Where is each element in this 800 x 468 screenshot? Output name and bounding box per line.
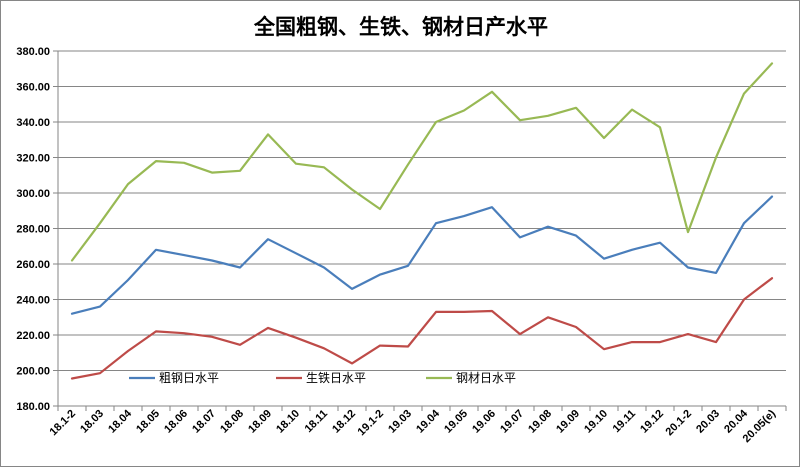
x-tick-label: 19.12 [638, 408, 666, 436]
x-tick-label: 19.04 [414, 407, 443, 436]
y-tick-label: 240.00 [16, 295, 50, 307]
x-tick-label: 19.06 [470, 408, 498, 436]
y-tick-label: 360.00 [16, 82, 50, 94]
y-tick-label: 320.00 [16, 153, 50, 165]
x-tick-label: 20.03 [694, 408, 722, 436]
x-tick-label: 18.08 [218, 408, 246, 436]
x-tick-label: 19.05 [442, 408, 470, 436]
y-tick-label: 200.00 [16, 366, 50, 378]
y-tick-label: 380.00 [16, 46, 50, 58]
x-tick-label: 19.10 [582, 408, 610, 436]
x-tick-label: 19.07 [498, 408, 526, 436]
x-tick-label: 18.09 [246, 408, 274, 436]
x-tick-label: 18.04 [106, 407, 135, 436]
series-line-2 [70, 277, 774, 380]
y-tick-label: 220.00 [16, 330, 50, 342]
x-tick-label: 18.12 [330, 408, 358, 436]
chart-title: 全国粗钢、生铁、钢材日产水平 [253, 15, 548, 39]
y-axis-ticks: 180.00 200.00 220.00 240.00 260.00 280.00 300.… [16, 46, 58, 413]
legend-label: 粗钢日水平 [159, 371, 219, 385]
legend: 粗钢日水平 生铁日水平 钢材日水平 [129, 371, 516, 385]
y-tick-label: 340.00 [16, 117, 50, 129]
x-tick-label: 18.10 [274, 408, 302, 436]
x-tick-label: 18.07 [190, 408, 218, 436]
series-line-3 [70, 62, 774, 262]
grid-lines [58, 50, 786, 371]
x-tick-label: 18.11 [303, 408, 331, 436]
x-tick-label: 18.06 [162, 408, 190, 436]
x-tick-label: 18.05 [134, 408, 162, 436]
x-tick-label: 20.1-2 [664, 408, 695, 439]
x-axis-ticks: 18.1-2 18.03 18.04 18.05 18.06 18.07 18.08 18.0… [48, 406, 787, 445]
y-tick-label: 280.00 [16, 224, 50, 236]
x-tick-label: 18.03 [78, 408, 106, 436]
legend-label: 钢材日水平 [456, 371, 516, 385]
x-tick-label: 19.11 [611, 408, 639, 436]
y-tick-label: 180.00 [16, 401, 50, 413]
x-tick-label: 18.1-2 [48, 408, 79, 439]
legend-label: 生铁日水平 [306, 371, 366, 385]
series-lines [70, 62, 774, 380]
x-tick-label: 19.09 [554, 408, 582, 436]
x-tick-label: 19.08 [526, 408, 554, 436]
y-tick-label: 300.00 [16, 188, 50, 200]
x-tick-label: 19.03 [386, 408, 414, 436]
x-tick-label: 19.1-2 [356, 408, 387, 439]
series-line-1 [70, 195, 774, 315]
y-tick-label: 260.00 [16, 259, 50, 271]
